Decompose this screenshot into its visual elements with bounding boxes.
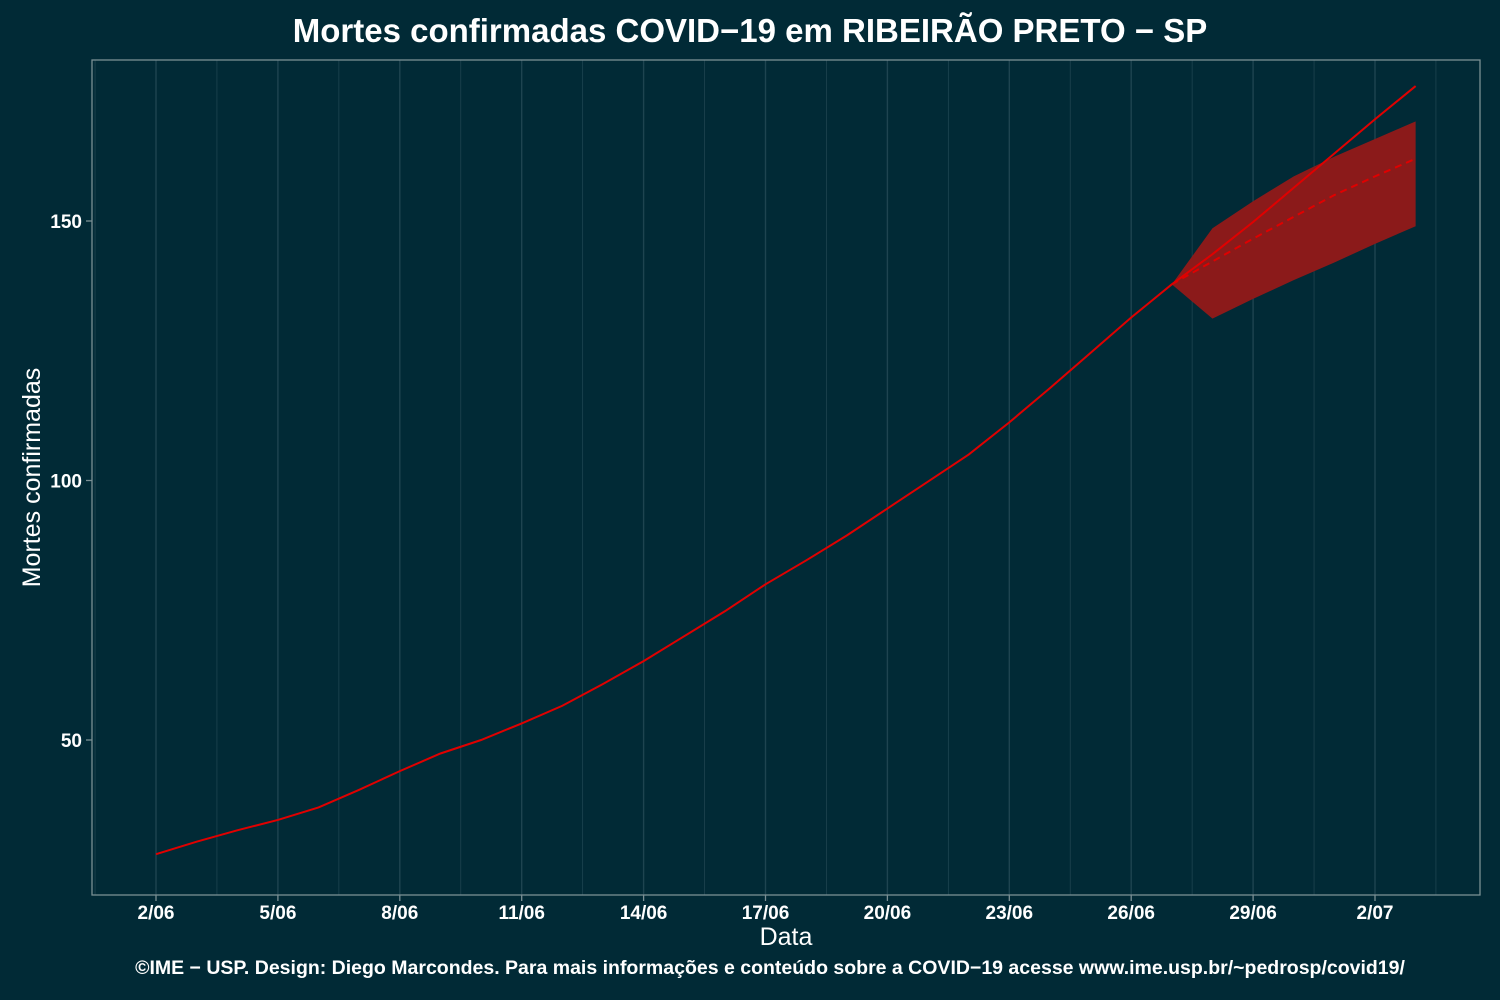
- x-tick-label-8: 26/06: [1107, 903, 1155, 924]
- x-tick-label-0: 2/06: [138, 903, 175, 924]
- x-tick-label-10: 2/07: [1357, 903, 1394, 924]
- projection-mean-line: [1171, 157, 1417, 286]
- x-tick-label-6: 20/06: [864, 903, 912, 924]
- axes: 2/06 5/06 8/06 11/06 14/06 17/06 20/06 23/06 26/…: [50, 212, 1393, 924]
- y-tick-label-2: 150: [50, 212, 82, 233]
- series-layer: [155, 85, 1417, 856]
- footer-credit: ©IME − USP. Design: Diego Marcondes. Par…: [135, 957, 1405, 979]
- chart-title: Mortes confirmadas COVID−19 em RIBEIRÃO …: [292, 12, 1208, 49]
- grid-lines: [94, 60, 1437, 895]
- x-tick-label-4: 14/06: [620, 903, 668, 924]
- observed-deaths-line: [155, 283, 1173, 856]
- x-axis-title: Data: [760, 923, 813, 951]
- x-tick-label-5: 17/06: [742, 903, 790, 924]
- plot-panel-border: [91, 59, 1481, 896]
- y-tick-label-0: 50: [61, 731, 82, 752]
- x-tick-label-9: 29/06: [1229, 903, 1277, 924]
- x-tick-label-3: 11/06: [498, 903, 545, 924]
- y-axis-title: Mortes confirmadas: [18, 368, 46, 588]
- x-tick-label-2: 8/06: [381, 903, 418, 924]
- projection-band: [1171, 121, 1416, 319]
- x-tick-label-1: 5/06: [259, 903, 296, 924]
- projection-upper-line: [1171, 85, 1417, 286]
- y-tick-label-1: 100: [50, 472, 82, 493]
- x-tick-label-7: 23/06: [986, 903, 1034, 924]
